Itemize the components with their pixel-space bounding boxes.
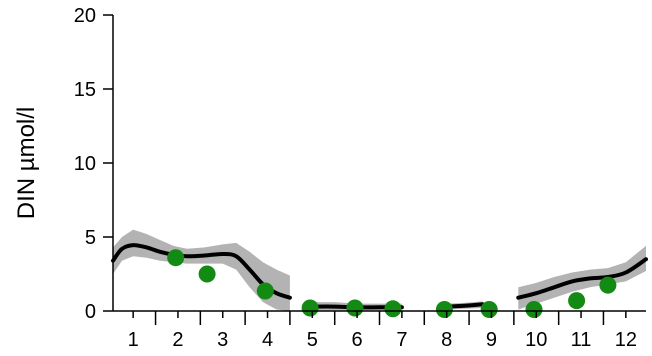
data-point-7 [435, 301, 453, 318]
data-point-1 [167, 249, 185, 267]
x-axis-ticks: 1 2 3 4 5 6 7 8 9 10 11 12 [128, 311, 637, 351]
plot-area [111, 229, 648, 318]
x-tick-label: 10 [525, 329, 547, 351]
x-tick-label: 4 [262, 329, 273, 351]
data-point-10 [568, 292, 586, 310]
data-point-4 [301, 299, 319, 317]
confidence-bands [113, 229, 646, 311]
y-tick-label: 0 [85, 301, 96, 323]
data-point-6 [384, 300, 402, 318]
x-tick-label: 2 [172, 329, 183, 351]
y-tick-label: 5 [85, 227, 96, 249]
y-axis-ticks: 0 5 10 15 20 [74, 5, 113, 323]
axes [112, 15, 646, 312]
observation-points [167, 249, 617, 318]
data-point-11 [599, 276, 617, 294]
y-tick-label: 15 [74, 79, 96, 101]
x-tick-label: 3 [217, 329, 228, 351]
x-tick-label: 1 [128, 329, 139, 351]
y-axis-title: DIN µmol/l [13, 107, 40, 220]
data-point-2 [198, 265, 216, 283]
data-point-5 [346, 299, 364, 317]
x-tick-label: 8 [441, 329, 452, 351]
x-tick-label: 7 [396, 329, 407, 351]
x-tick-label: 6 [352, 329, 363, 351]
y-tick-label: 10 [74, 153, 96, 175]
y-tick-label: 20 [74, 5, 96, 27]
trend-line-4 [516, 257, 648, 300]
x-tick-label: 11 [571, 329, 592, 351]
data-point-8 [480, 301, 498, 318]
x-tick-label: 5 [307, 329, 318, 351]
x-tick-label: 12 [615, 329, 637, 351]
x-tick-label: 9 [486, 329, 497, 351]
data-point-9 [525, 301, 543, 318]
data-point-3 [256, 282, 274, 300]
